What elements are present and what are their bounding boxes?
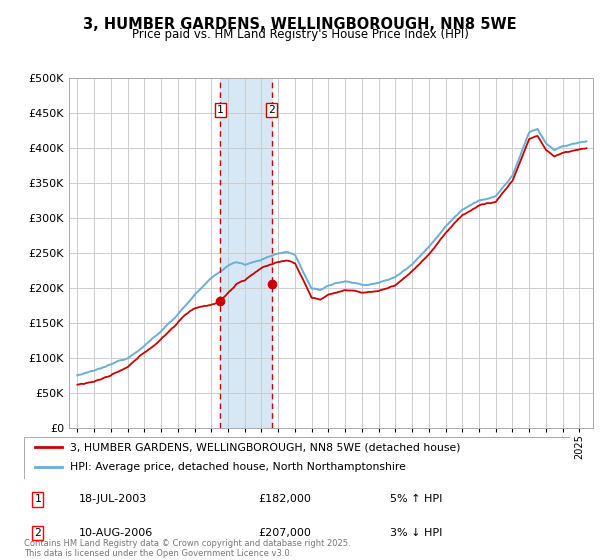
Text: £207,000: £207,000	[259, 528, 311, 538]
Text: 3% ↓ HPI: 3% ↓ HPI	[390, 528, 442, 538]
Text: Contains HM Land Registry data © Crown copyright and database right 2025.
This d: Contains HM Land Registry data © Crown c…	[24, 539, 350, 558]
Text: 2: 2	[268, 105, 275, 115]
Text: 10-AUG-2006: 10-AUG-2006	[79, 528, 153, 538]
Text: Price paid vs. HM Land Registry's House Price Index (HPI): Price paid vs. HM Land Registry's House …	[131, 28, 469, 41]
Bar	[220, 78, 272, 428]
Text: 5% ↑ HPI: 5% ↑ HPI	[390, 494, 442, 505]
Text: 1: 1	[34, 494, 41, 505]
Text: 18-JUL-2003: 18-JUL-2003	[79, 494, 147, 505]
Text: 3, HUMBER GARDENS, WELLINGBOROUGH, NN8 5WE: 3, HUMBER GARDENS, WELLINGBOROUGH, NN8 5…	[83, 17, 517, 32]
Text: 3, HUMBER GARDENS, WELLINGBOROUGH, NN8 5WE (detached house): 3, HUMBER GARDENS, WELLINGBOROUGH, NN8 5…	[70, 442, 461, 452]
Text: 2: 2	[34, 528, 41, 538]
Text: HPI: Average price, detached house, North Northamptonshire: HPI: Average price, detached house, Nort…	[70, 462, 406, 472]
Text: £182,000: £182,000	[259, 494, 311, 505]
Text: 1: 1	[217, 105, 224, 115]
